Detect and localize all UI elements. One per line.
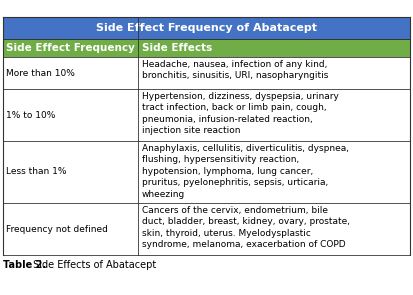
Text: Side Effects of Abatacept: Side Effects of Abatacept xyxy=(30,260,156,270)
Text: Side Effect Frequency: Side Effect Frequency xyxy=(6,43,135,53)
Bar xyxy=(3,203,410,255)
Text: More than 10%: More than 10% xyxy=(6,68,75,78)
Bar xyxy=(3,17,410,39)
Bar xyxy=(3,141,410,203)
Text: 1% to 10%: 1% to 10% xyxy=(6,111,55,119)
Text: Table 2.: Table 2. xyxy=(3,260,46,270)
Bar xyxy=(3,89,410,141)
Text: Cancers of the cervix, endometrium, bile
duct, bladder, breast, kidney, ovary, p: Cancers of the cervix, endometrium, bile… xyxy=(142,206,350,249)
Text: Headache, nausea, infection of any kind,
bronchitis, sinusitis, URI, nasopharyng: Headache, nausea, infection of any kind,… xyxy=(142,60,328,81)
Bar xyxy=(3,57,410,89)
Bar xyxy=(3,39,410,57)
Text: Side Effect Frequency of Abatacept: Side Effect Frequency of Abatacept xyxy=(96,23,317,33)
Text: Side Effects: Side Effects xyxy=(142,43,212,53)
Text: Hypertension, dizziness, dyspepsia, urinary
tract infection, back or limb pain, : Hypertension, dizziness, dyspepsia, urin… xyxy=(142,92,339,135)
Text: Frequency not defined: Frequency not defined xyxy=(6,224,108,234)
Text: Anaphylaxis, cellulitis, diverticulitis, dyspnea,
flushing, hypersensitivity rea: Anaphylaxis, cellulitis, diverticulitis,… xyxy=(142,144,349,199)
Text: Less than 1%: Less than 1% xyxy=(6,168,66,176)
